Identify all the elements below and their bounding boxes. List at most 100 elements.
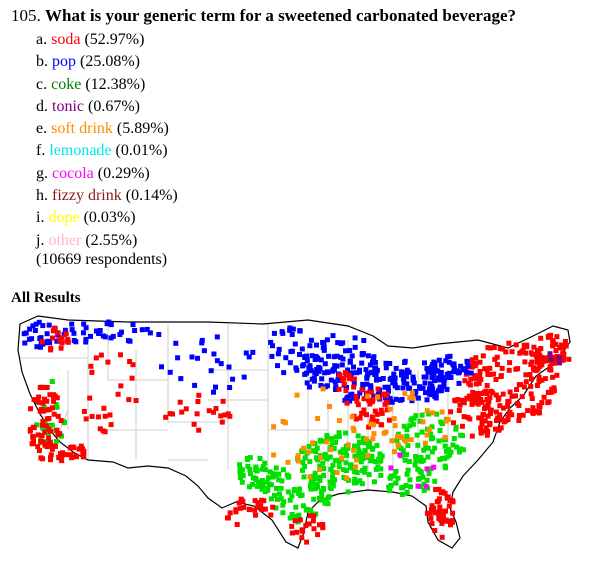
response-marker bbox=[340, 356, 346, 362]
response-marker bbox=[424, 408, 430, 414]
response-marker bbox=[485, 413, 491, 419]
response-marker bbox=[361, 407, 367, 413]
response-marker bbox=[346, 375, 352, 381]
response-marker bbox=[485, 400, 491, 405]
response-marker bbox=[69, 321, 75, 327]
response-marker bbox=[300, 363, 306, 369]
response-marker bbox=[528, 350, 534, 356]
response-marker bbox=[296, 490, 302, 496]
response-marker bbox=[536, 410, 542, 416]
response-marker bbox=[477, 374, 483, 379]
response-marker bbox=[408, 437, 414, 443]
response-marker bbox=[356, 448, 362, 454]
response-marker bbox=[350, 395, 356, 401]
response-marker bbox=[273, 505, 279, 511]
response-marker bbox=[467, 416, 473, 422]
response-marker bbox=[133, 398, 139, 403]
response-marker bbox=[360, 435, 366, 441]
answer-letter: i. bbox=[36, 209, 45, 227]
response-marker bbox=[513, 342, 519, 348]
response-marker bbox=[412, 462, 418, 468]
response-marker bbox=[432, 528, 438, 533]
response-marker bbox=[71, 330, 77, 336]
response-marker bbox=[258, 503, 264, 509]
response-marker bbox=[281, 370, 287, 376]
response-marker bbox=[351, 384, 357, 390]
response-marker bbox=[398, 434, 404, 440]
response-marker bbox=[295, 458, 301, 464]
response-marker bbox=[403, 483, 409, 488]
response-marker bbox=[485, 405, 491, 411]
response-marker bbox=[400, 385, 406, 391]
response-marker bbox=[299, 527, 305, 533]
response-marker bbox=[507, 360, 513, 366]
response-marker bbox=[491, 345, 497, 350]
response-marker bbox=[442, 443, 448, 449]
response-marker bbox=[430, 386, 436, 392]
response-marker bbox=[321, 344, 327, 350]
response-marker bbox=[404, 452, 409, 458]
response-marker bbox=[357, 368, 362, 373]
response-marker bbox=[78, 445, 84, 451]
response-marker bbox=[456, 449, 462, 455]
response-marker bbox=[356, 452, 361, 458]
response-marker bbox=[340, 340, 346, 346]
response-marker bbox=[311, 473, 317, 479]
response-marker bbox=[38, 344, 43, 350]
response-marker bbox=[98, 352, 104, 358]
response-marker bbox=[393, 365, 399, 371]
response-marker bbox=[483, 425, 489, 431]
response-marker bbox=[300, 459, 306, 465]
response-marker bbox=[349, 370, 355, 376]
response-marker bbox=[550, 338, 556, 343]
response-marker bbox=[407, 385, 413, 391]
response-marker bbox=[194, 411, 200, 417]
response-marker bbox=[89, 413, 95, 419]
answer-letter: c. bbox=[36, 75, 48, 93]
response-marker bbox=[408, 484, 413, 490]
response-marker bbox=[491, 371, 497, 377]
response-marker bbox=[26, 336, 32, 342]
response-marker bbox=[383, 360, 389, 366]
response-marker bbox=[259, 466, 265, 472]
response-marker bbox=[418, 455, 424, 460]
response-marker bbox=[443, 358, 449, 364]
response-marker bbox=[506, 367, 512, 373]
response-marker bbox=[287, 515, 293, 521]
response-marker bbox=[342, 370, 348, 375]
response-marker bbox=[97, 328, 103, 333]
response-marker bbox=[255, 500, 261, 506]
response-marker bbox=[43, 423, 49, 429]
response-marker bbox=[225, 515, 231, 521]
response-marker bbox=[388, 375, 394, 381]
response-marker bbox=[245, 463, 251, 469]
response-marker bbox=[292, 518, 298, 524]
response-marker bbox=[256, 483, 262, 489]
response-marker bbox=[40, 425, 46, 431]
response-marker bbox=[327, 454, 333, 460]
response-marker bbox=[374, 442, 380, 448]
response-marker bbox=[352, 469, 358, 475]
response-marker bbox=[83, 416, 89, 422]
response-marker bbox=[414, 432, 420, 438]
response-marker bbox=[429, 364, 434, 370]
response-marker bbox=[40, 323, 46, 329]
response-marker bbox=[299, 535, 305, 541]
response-marker bbox=[470, 399, 476, 405]
response-marker bbox=[80, 454, 86, 460]
response-marker bbox=[333, 458, 339, 463]
response-marker bbox=[319, 376, 325, 382]
response-marker bbox=[545, 355, 551, 361]
response-marker bbox=[297, 328, 303, 334]
response-marker bbox=[343, 388, 349, 394]
response-marker bbox=[523, 372, 529, 378]
response-marker bbox=[535, 366, 541, 372]
response-marker bbox=[53, 402, 59, 407]
response-marker bbox=[318, 382, 324, 388]
response-marker bbox=[268, 512, 274, 518]
response-marker bbox=[435, 375, 441, 381]
response-marker bbox=[39, 433, 45, 439]
response-marker bbox=[394, 437, 400, 443]
response-marker bbox=[528, 391, 534, 397]
response-marker bbox=[314, 482, 320, 488]
